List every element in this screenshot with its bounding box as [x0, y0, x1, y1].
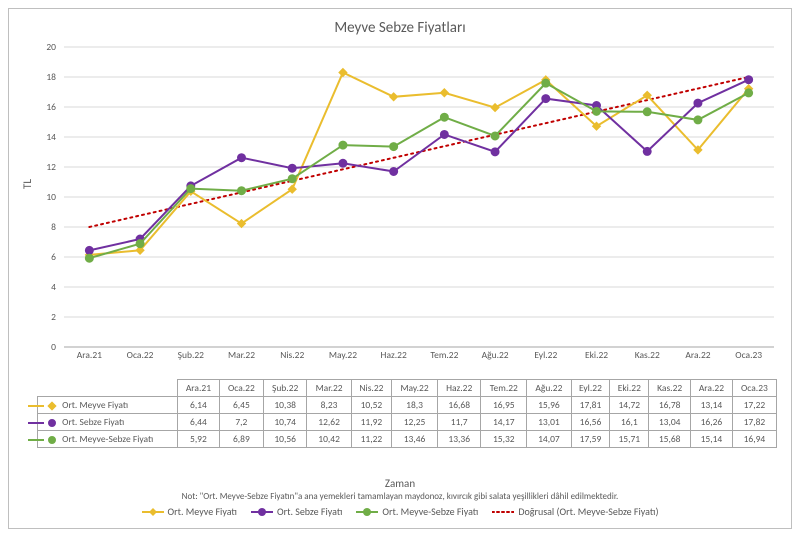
x-tick-label: Eki.22 — [571, 349, 622, 361]
x-tick-label: Şub.22 — [165, 349, 216, 361]
legend-item: Ort. Meyve Fiyatı — [142, 505, 237, 518]
x-tick-label: May.22 — [318, 349, 369, 361]
svg-text:2: 2 — [51, 311, 56, 323]
x-tick-label: Haz.22 — [368, 349, 419, 361]
svg-text:0: 0 — [51, 341, 56, 353]
x-tick-label: Oca.22 — [115, 349, 166, 361]
svg-text:10: 10 — [46, 191, 56, 203]
x-tick-label: Ara.21 — [64, 349, 115, 361]
svg-text:4: 4 — [51, 281, 56, 293]
svg-text:12: 12 — [46, 161, 56, 173]
x-tick-label: Eyl.22 — [520, 349, 571, 361]
legend-item: Ort. Sebze Fiyatı — [251, 505, 342, 518]
svg-text:8: 8 — [51, 221, 56, 233]
data-table: Ara.21Oca.22Şub.22Mar.22Nis.22May.22Haz.… — [37, 379, 777, 448]
chart-svg: 02468101214161820 — [64, 47, 774, 347]
chart-title: Meyve Sebze Fiyatları — [9, 19, 791, 37]
svg-text:20: 20 — [46, 41, 56, 53]
legend: Ort. Meyve Fiyatı Ort. Sebze Fiyatı Ort. M… — [9, 505, 791, 518]
legend-item: Doğrusal (Ort. Meyve-Sebze Fiyatı) — [492, 505, 658, 518]
x-tick-label: Ağu.22 — [470, 349, 521, 361]
x-tick-label: Tem.22 — [419, 349, 470, 361]
svg-text:14: 14 — [46, 131, 56, 143]
x-tick-labels: Ara.21Oca.22Şub.22Mar.22Nis.22May.22Haz.… — [64, 349, 774, 361]
svg-text:16: 16 — [46, 101, 56, 113]
svg-text:6: 6 — [51, 251, 56, 263]
plot-area: 02468101214161820 — [64, 47, 774, 347]
x-tick-label: Ara.22 — [673, 349, 724, 361]
chart-container: Meyve Sebze Fiyatları TL 024681012141618… — [8, 8, 792, 529]
legend-item: Ort. Meyve-Sebze Fiyatı — [356, 505, 478, 518]
svg-text:18: 18 — [46, 71, 56, 83]
chart-footnote: Not: "Ort. Meyve-Sebze Fiyatın"a ana yem… — [9, 491, 791, 502]
x-tick-label: Nis.22 — [267, 349, 318, 361]
x-tick-label: Mar.22 — [216, 349, 267, 361]
x-tick-label: Oca.23 — [723, 349, 774, 361]
x-axis-label: Zaman — [9, 477, 791, 490]
x-tick-label: Kas.22 — [622, 349, 673, 361]
y-axis-label: TL — [21, 179, 34, 189]
